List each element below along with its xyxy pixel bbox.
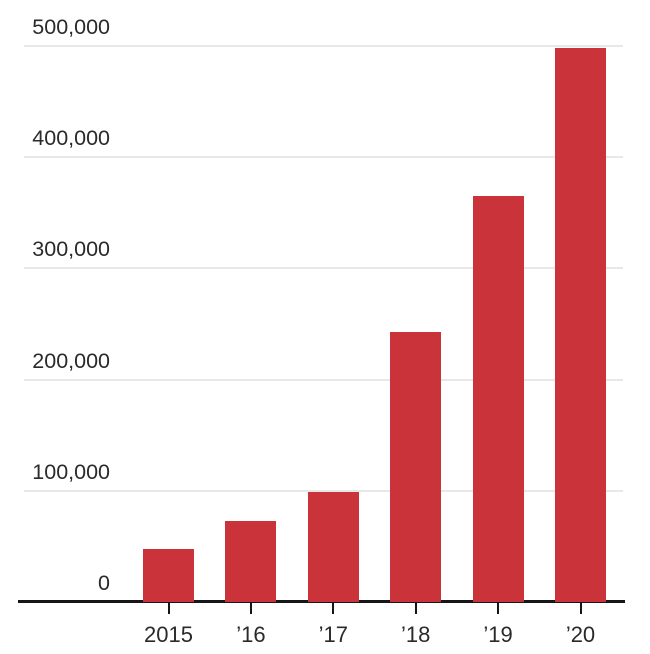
y-axis-tick-label: 200,000 bbox=[32, 348, 110, 373]
x-axis-tick bbox=[332, 603, 335, 614]
bar-19 bbox=[472, 196, 524, 602]
y-axis-tick-label: 500,000 bbox=[32, 15, 110, 39]
x-axis-tick-label: ’17 bbox=[318, 622, 348, 647]
x-axis-tick-label: 2015 bbox=[144, 622, 193, 647]
x-axis-tick-label: ’18 bbox=[401, 622, 431, 647]
gridline-400000 bbox=[24, 156, 623, 159]
x-axis-tick bbox=[579, 603, 582, 614]
x-axis-tick-label: ’16 bbox=[236, 622, 266, 647]
gridline-200000 bbox=[24, 378, 623, 381]
bar-16 bbox=[225, 520, 277, 602]
bar-17 bbox=[307, 491, 359, 602]
bar-20 bbox=[555, 48, 606, 602]
y-axis-tick-label: 400,000 bbox=[32, 126, 110, 151]
gridline-100000 bbox=[24, 489, 623, 492]
x-axis-tick bbox=[414, 603, 417, 614]
x-axis-tick-label: ’19 bbox=[483, 622, 513, 647]
gridline-500000 bbox=[24, 45, 623, 47]
bar-18 bbox=[390, 331, 442, 602]
bar-2015 bbox=[143, 548, 194, 602]
y-axis-tick-label: 100,000 bbox=[32, 459, 110, 484]
x-axis-tick bbox=[497, 603, 500, 614]
y-axis-tick-label: 300,000 bbox=[32, 237, 110, 262]
gridline-300000 bbox=[24, 267, 623, 270]
x-axis-tick-label: ’20 bbox=[565, 622, 596, 647]
x-axis-tick bbox=[167, 603, 170, 614]
y-axis-tick-label: 0 bbox=[98, 571, 110, 595]
x-axis-tick bbox=[249, 603, 252, 614]
